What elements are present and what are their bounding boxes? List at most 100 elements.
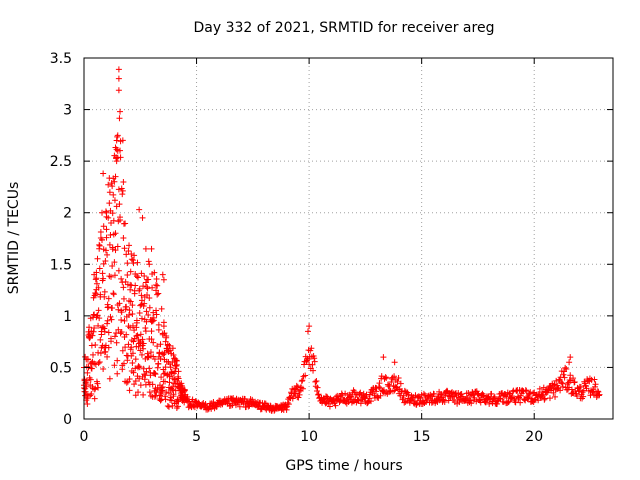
data-point <box>148 245 155 252</box>
data-point <box>557 387 564 394</box>
data-point <box>116 115 123 122</box>
data-point <box>299 385 306 392</box>
data-point <box>111 362 118 369</box>
data-point <box>151 393 158 400</box>
data-point <box>155 321 162 328</box>
data-point <box>592 381 599 388</box>
data-point <box>136 364 143 371</box>
data-point <box>292 390 299 397</box>
data-point <box>104 251 111 258</box>
data-point <box>488 390 495 397</box>
data-point <box>95 307 102 314</box>
data-point <box>108 316 115 323</box>
data-point <box>245 403 252 410</box>
data-point <box>126 242 133 249</box>
data-point <box>115 75 122 82</box>
data-point <box>120 178 127 185</box>
data-point <box>562 364 569 371</box>
data-point <box>86 324 93 331</box>
data-point <box>132 282 139 289</box>
data-point <box>378 373 385 380</box>
data-point <box>169 383 176 390</box>
data-point <box>546 395 553 402</box>
data-point <box>146 294 153 301</box>
data-point <box>582 382 589 389</box>
data-point <box>146 304 153 311</box>
data-point <box>129 350 136 357</box>
data-point <box>284 399 291 406</box>
data-point <box>114 357 121 364</box>
data-point <box>541 396 548 403</box>
data-point <box>159 387 166 394</box>
data-point <box>92 385 99 392</box>
data-point <box>102 257 109 264</box>
data-point <box>146 365 153 372</box>
data-point <box>94 255 101 262</box>
data-point <box>405 391 412 398</box>
data-point <box>101 325 108 332</box>
data-point <box>172 365 179 372</box>
data-point <box>145 258 152 265</box>
data-point <box>539 389 546 396</box>
data-point <box>373 388 380 395</box>
data-point <box>348 394 355 401</box>
data-point <box>596 391 603 398</box>
y-tick-label: 1 <box>63 309 72 325</box>
data-point <box>100 223 107 230</box>
data-point <box>143 318 150 325</box>
data-point <box>123 331 130 338</box>
x-tick-labels: 0 5 10 15 20 <box>80 429 544 445</box>
data-point <box>109 183 116 190</box>
data-point <box>139 336 146 343</box>
data-point <box>311 358 318 365</box>
data-point <box>142 372 149 379</box>
data-point <box>415 393 422 400</box>
data-point <box>90 328 97 335</box>
data-point <box>169 386 176 393</box>
data-point <box>288 389 295 396</box>
data-point <box>563 366 570 373</box>
data-point <box>136 375 143 382</box>
data-point <box>131 290 138 297</box>
data-point <box>149 381 156 388</box>
data-point <box>463 396 470 403</box>
y-tick-label: 0.5 <box>50 360 72 376</box>
data-point <box>397 380 404 387</box>
data-point <box>111 178 118 185</box>
data-point <box>295 394 302 401</box>
data-point <box>162 364 169 371</box>
plot-frame <box>83 57 614 420</box>
data-point <box>167 364 174 371</box>
data-point <box>299 377 306 384</box>
data-point <box>119 347 126 354</box>
data-point <box>148 336 155 343</box>
data-point <box>570 375 577 382</box>
data-point <box>124 357 131 364</box>
grid-lines <box>84 58 613 419</box>
data-point <box>140 365 147 372</box>
data-point <box>105 295 112 302</box>
data-point <box>138 297 145 304</box>
x-tick-label: 20 <box>525 429 543 445</box>
data-point <box>117 217 124 224</box>
data-point <box>147 372 154 379</box>
data-point <box>130 338 137 345</box>
data-point <box>128 256 135 263</box>
data-point <box>174 403 181 410</box>
data-point <box>111 259 118 266</box>
data-point <box>122 220 129 227</box>
data-point <box>577 383 584 390</box>
data-point <box>95 322 102 329</box>
data-point <box>114 133 121 140</box>
data-point <box>93 280 100 287</box>
y-tick-label: 3.5 <box>50 51 72 67</box>
data-point <box>312 378 319 385</box>
data-point <box>162 396 169 403</box>
data-point <box>552 393 559 400</box>
data-point <box>124 260 131 267</box>
data-point <box>120 295 127 302</box>
data-point <box>101 293 108 300</box>
data-point <box>173 361 180 368</box>
data-point <box>109 305 116 312</box>
data-point <box>170 391 177 398</box>
